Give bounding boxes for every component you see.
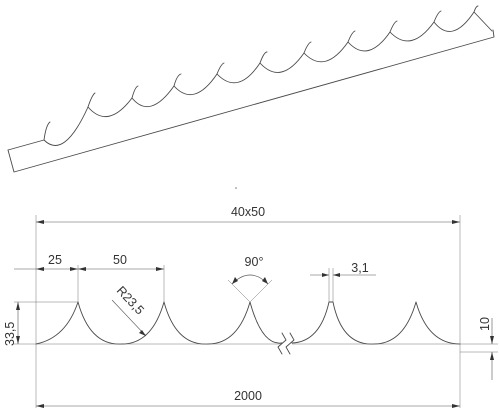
strip-bottom-edge <box>7 29 495 173</box>
dim-profile-label: 40x50 <box>231 205 265 219</box>
profile-right <box>291 301 461 345</box>
dim-total-length-label: 2000 <box>234 389 262 403</box>
perspective-view <box>7 5 495 189</box>
dim-total-length: 2000 <box>36 389 460 408</box>
dim-pitch: 50 <box>78 253 164 271</box>
profile-left <box>35 301 283 345</box>
dim-radius: R23,5 <box>111 283 147 337</box>
dim-pitch-label: 50 <box>113 253 127 267</box>
center-dot <box>235 187 237 189</box>
dim-base-height: 10 <box>460 317 498 380</box>
dim-scallop-width-label: 25 <box>48 253 62 267</box>
dim-angle: 90° <box>227 255 273 303</box>
dim-height: 33,5 <box>3 302 20 346</box>
dim-profile: 40x50 <box>36 205 460 224</box>
dim-radius-label: R23,5 <box>114 283 147 317</box>
dim-base-height-label: 10 <box>478 317 492 331</box>
dim-height-label: 33,5 <box>3 322 17 346</box>
dim-scallop-width: 25 <box>14 253 78 271</box>
profile-view: 40x50 25 50 R23,5 90° <box>3 205 498 408</box>
dim-tip-thickness-label: 3,1 <box>351 261 368 275</box>
strip-tooth-depth-lines <box>43 5 479 141</box>
dim-tip-thickness: 3,1 <box>310 261 376 277</box>
strip-front-profile <box>7 11 493 151</box>
dim-angle-label: 90° <box>245 255 264 269</box>
break-symbol <box>277 332 295 355</box>
